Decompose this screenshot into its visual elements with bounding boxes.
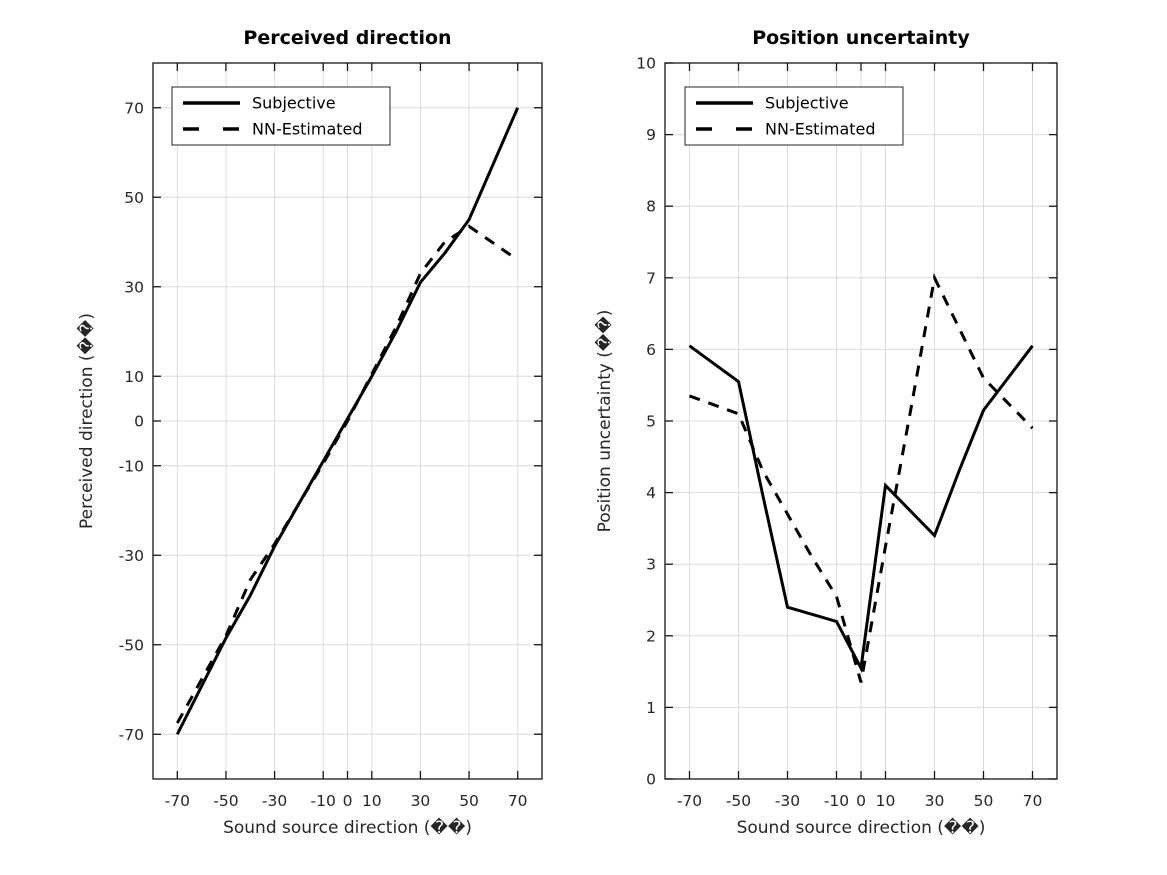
y-tick-label: -30 [119,547,144,565]
x-tick-label: -10 [824,792,849,810]
chart-1-plot: -70 -50 -30 -10 0 10 30 50 70 70 50 30 10 0 -10 -30 -50 -… [119,62,543,810]
y-tick-label: 0 [646,771,656,789]
legend: Subjective NN-Estimated [684,86,904,146]
legend-box [684,86,904,146]
right-chart-title: Position uncertainty [752,27,970,49]
y-tick-label: 8 [646,198,656,216]
y-tick-label: 50 [124,189,144,207]
x-tick-label: 30 [925,792,945,810]
x-tick-label: 50 [974,792,994,810]
y-tick-label: 1 [646,699,656,717]
x-tick-label: 30 [411,792,431,810]
legend-label: NN-Estimated [252,120,363,139]
legend-label: Subjective [252,94,336,113]
right-x-axis-label: Sound source direction (��) [736,818,986,838]
x-tick-label: -50 [213,792,238,810]
y-tick-label: 10 [636,55,656,73]
x-tick-label: 0 [856,792,866,810]
y-tick-label: 5 [646,413,656,431]
legend-box [171,86,391,146]
y-tick-label: 30 [124,278,144,296]
y-tick-label: 7 [646,269,656,287]
x-tick-label: -10 [311,792,336,810]
x-tick-label: -30 [775,792,800,810]
x-tick-label: -70 [677,792,702,810]
y-tick-label: -70 [119,726,144,744]
y-tick-label: -50 [119,636,144,654]
series-line-nn-estimated [688,273,1034,683]
y-tick-label: 4 [646,484,656,502]
left-chart-title: Perceived direction [243,27,452,49]
x-tick-label: 10 [876,792,896,810]
y-tick-label: 70 [124,99,144,117]
y-tick-label: 9 [646,126,656,144]
y-tick-label: 0 [134,413,144,431]
legend-label: Subjective [765,94,849,113]
y-tick-label: -10 [119,457,144,475]
x-tick-label: 0 [343,792,353,810]
legend-label: NN-Estimated [765,120,876,139]
y-tick-label: 10 [124,368,144,386]
x-tick-label: 70 [1023,792,1043,810]
x-tick-label: -70 [165,792,190,810]
x-tick-label: 50 [459,792,479,810]
chart-2-plot: -70 -50 -30 -10 0 10 30 50 70 0 1 2 3 4 5 6 7 8 9 10 Subject… [636,55,1058,810]
right-y-axis-label: Position uncertainty (��) [595,309,615,533]
left-x-axis-label: Sound source direction (��) [223,818,472,838]
y-tick-label: 6 [646,341,656,359]
legend: Subjective NN-Estimated [171,86,391,146]
left-y-axis-label: Perceived direction (��) [77,313,97,529]
x-tick-label: 10 [362,792,382,810]
series-line-subjective [688,344,1034,673]
y-tick-label: 3 [646,556,656,574]
x-tick-label: 70 [508,792,528,810]
x-tick-label: -30 [262,792,287,810]
x-tick-label: -50 [726,792,751,810]
y-tick-label: 2 [646,627,656,645]
series-line-nn-estimated [176,224,519,724]
